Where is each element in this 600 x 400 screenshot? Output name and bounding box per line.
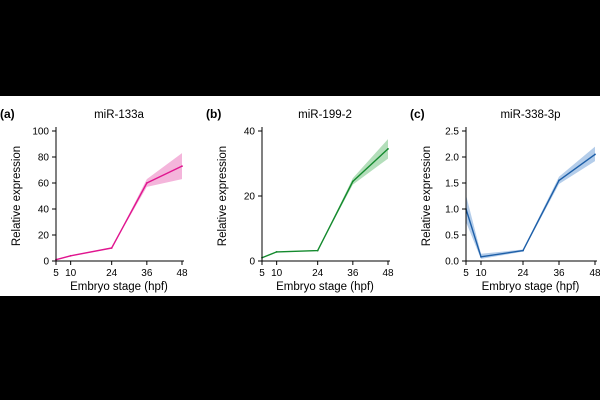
confidence-band bbox=[466, 146, 595, 259]
y-tick-label: 20 bbox=[38, 231, 50, 242]
x-tick-label: 36 bbox=[347, 268, 359, 279]
chart-title: miR-338-3p bbox=[500, 109, 560, 121]
data-point bbox=[558, 179, 560, 182]
y-tick-label: 20 bbox=[244, 192, 256, 203]
x-tick-label: 24 bbox=[517, 268, 529, 279]
data-point bbox=[275, 251, 278, 253]
y-axis-title: Relative expression bbox=[11, 146, 23, 246]
data-point bbox=[522, 249, 524, 252]
y-tick-label: 60 bbox=[38, 179, 50, 190]
x-tick-label: 10 bbox=[65, 268, 77, 279]
data-point bbox=[351, 180, 354, 183]
x-tick-label: 10 bbox=[475, 268, 487, 279]
y-tick-label: 80 bbox=[38, 153, 50, 164]
x-tick-label: 48 bbox=[382, 268, 394, 279]
x-tick-label: 24 bbox=[106, 268, 118, 279]
x-axis-title: Embryo stage (hpf) bbox=[276, 281, 374, 293]
figure-panel: (a) miR-133a 0 20 40 60 80 100 5 10 24 36 48 Embryo s… bbox=[0, 96, 600, 296]
data-point bbox=[69, 254, 72, 257]
data-point bbox=[110, 247, 113, 249]
data-point bbox=[181, 165, 183, 167]
x-tick-label: 48 bbox=[176, 268, 188, 279]
y-axis-title: Relative expression bbox=[421, 146, 433, 246]
data-point bbox=[480, 255, 482, 258]
data-point bbox=[145, 182, 148, 184]
y-tick-label: 0.5 bbox=[445, 231, 459, 242]
x-tick-label: 10 bbox=[271, 268, 283, 279]
y-tick-label: 0 bbox=[249, 257, 255, 268]
confidence-band bbox=[56, 153, 182, 260]
chart-title: miR-133a bbox=[94, 109, 144, 121]
y-tick-label: 40 bbox=[38, 205, 50, 216]
y-tick-label: 2.0 bbox=[445, 153, 459, 164]
x-tick-label: 36 bbox=[553, 268, 565, 279]
y-tick-label: 100 bbox=[32, 127, 49, 138]
confidence-band bbox=[262, 139, 388, 258]
panel-letter: (c) bbox=[410, 107, 425, 121]
panel-letter: (a) bbox=[0, 107, 15, 121]
y-axis-title: Relative expression bbox=[217, 146, 229, 246]
y-tick-label: 0 bbox=[43, 257, 49, 268]
x-tick-label: 24 bbox=[312, 268, 324, 279]
panel-letter: (b) bbox=[206, 107, 221, 121]
data-point bbox=[594, 153, 596, 156]
x-tick-label: 5 bbox=[259, 268, 265, 279]
x-tick-label: 5 bbox=[53, 268, 59, 279]
x-tick-label: 36 bbox=[141, 268, 153, 279]
x-axis-title: Embryo stage (hpf) bbox=[70, 281, 168, 293]
y-tick-label: 1.0 bbox=[445, 205, 459, 216]
y-tick-label: 2.5 bbox=[445, 127, 459, 138]
y-tick-label: 1.5 bbox=[445, 179, 459, 190]
x-tick-label: 48 bbox=[589, 268, 600, 279]
x-tick-label: 5 bbox=[463, 268, 469, 279]
data-point bbox=[387, 147, 389, 150]
data-point bbox=[316, 249, 319, 252]
x-axis-title: Embryo stage (hpf) bbox=[482, 281, 580, 293]
chart-title: miR-199-2 bbox=[298, 109, 352, 121]
y-tick-label: 40 bbox=[244, 127, 256, 138]
y-tick-label: 0.0 bbox=[445, 257, 459, 268]
